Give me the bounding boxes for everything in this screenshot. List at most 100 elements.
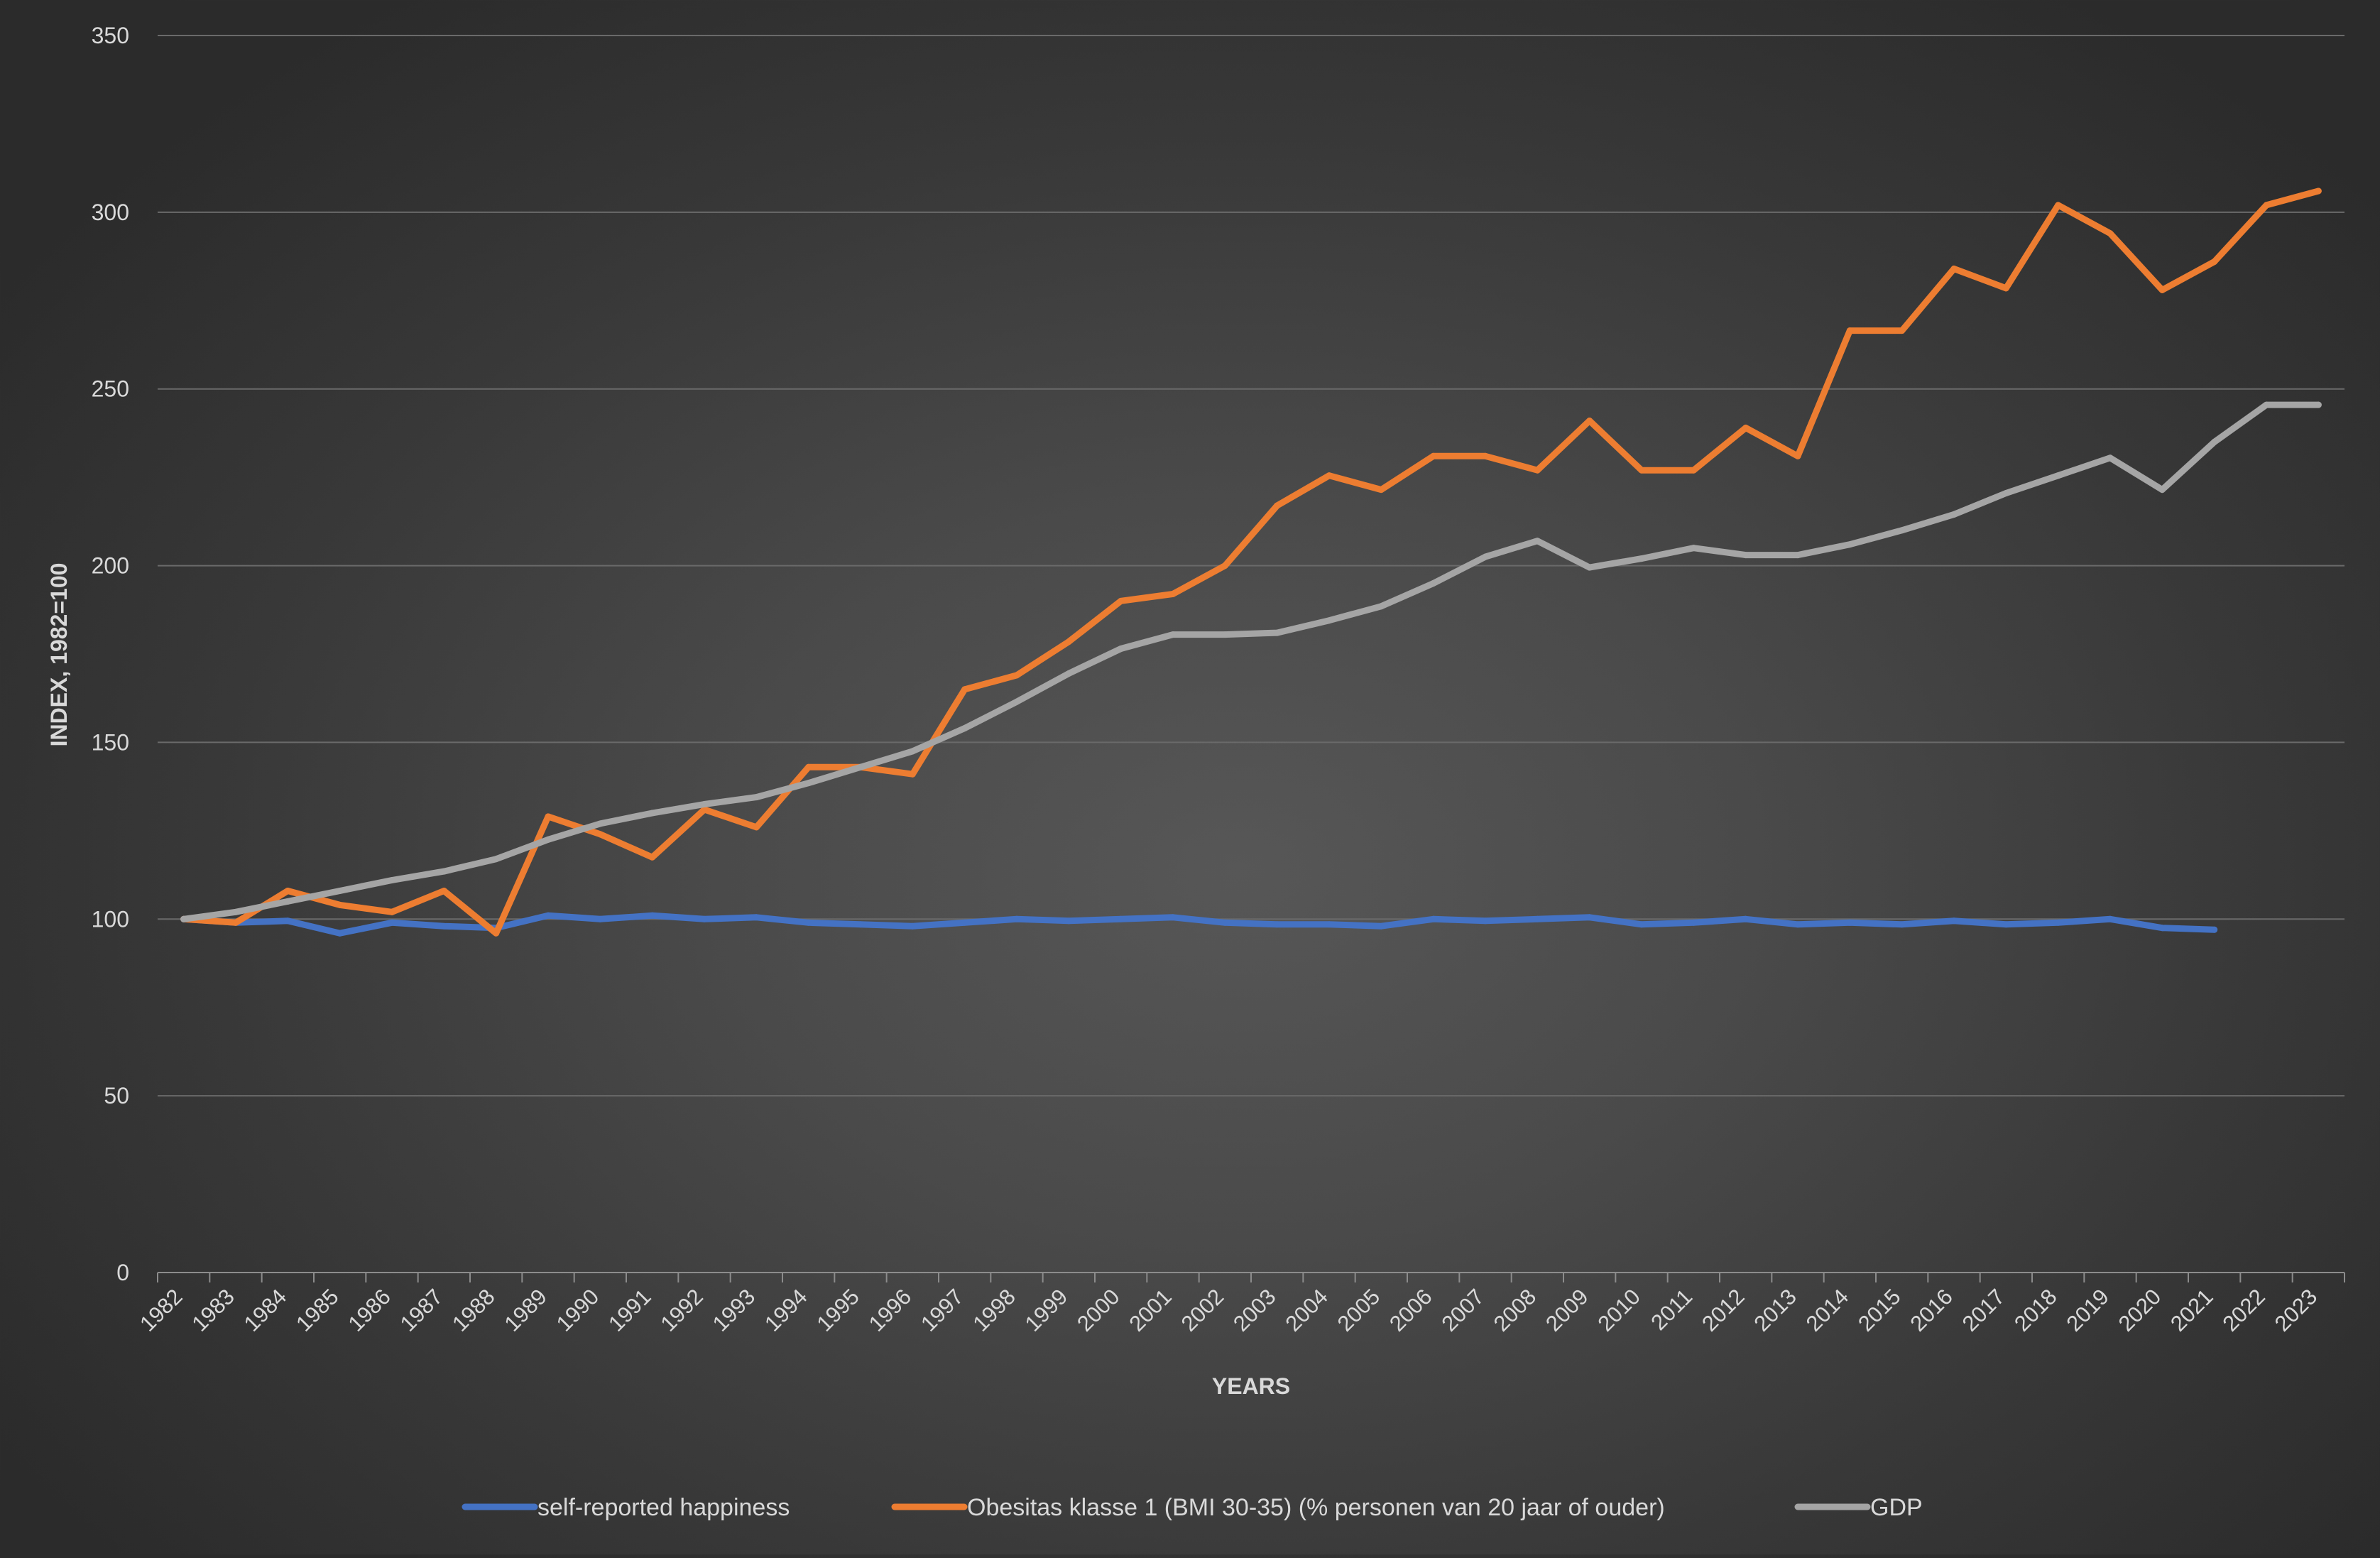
data-point <box>440 922 447 930</box>
x-tick-label: 1999 <box>1020 1284 1073 1336</box>
data-point <box>1638 921 1645 928</box>
series-line-1 <box>180 187 2322 937</box>
data-point <box>284 917 291 925</box>
x-tick-label: 1991 <box>604 1284 656 1336</box>
data-point <box>1742 552 1749 559</box>
data-point <box>1274 629 1281 636</box>
gridlines <box>158 35 2344 1097</box>
data-point <box>1846 541 1853 548</box>
data-point <box>961 725 968 732</box>
data-point <box>232 919 239 926</box>
y-tick-label: 350 <box>92 23 129 48</box>
data-point <box>1430 579 1437 587</box>
data-point <box>1221 562 1228 570</box>
x-tick-label: 2000 <box>1072 1284 1125 1336</box>
data-point <box>2158 486 2166 494</box>
data-point <box>1950 265 1958 272</box>
data-point <box>493 930 500 937</box>
legend-label: GDP <box>1870 1494 1923 1521</box>
data-point <box>2211 926 2218 933</box>
y-tick-label: 100 <box>92 906 129 932</box>
x-tick-label: 2004 <box>1280 1284 1333 1336</box>
x-tick-label: 1984 <box>239 1284 292 1336</box>
data-point <box>1430 452 1437 459</box>
x-tick-label: 2002 <box>1177 1284 1229 1336</box>
data-point <box>1118 645 1125 653</box>
data-point <box>2158 925 2166 932</box>
data-point <box>493 856 500 863</box>
x-tick-label: 2023 <box>2270 1284 2322 1336</box>
x-tick-label: 1996 <box>864 1284 917 1336</box>
data-point <box>1534 538 1541 545</box>
data-point <box>2211 438 2218 445</box>
x-axis-title: YEARS <box>1212 1373 1290 1399</box>
x-tick-label: 2014 <box>1801 1284 1854 1336</box>
x-tick-label: 1995 <box>812 1284 864 1336</box>
data-point <box>1742 424 1749 431</box>
data-point <box>1065 638 1072 645</box>
x-tick-label: 2021 <box>2166 1284 2218 1336</box>
data-point <box>1899 327 1906 334</box>
data-point <box>2055 919 2062 926</box>
data-point <box>805 780 812 787</box>
legend-label: self-reported happiness <box>537 1494 790 1521</box>
x-tick-label: 2020 <box>2114 1284 2166 1336</box>
x-tick-label: 1987 <box>395 1284 448 1336</box>
data-point <box>1638 555 1645 562</box>
data-point <box>1794 552 1801 559</box>
data-point <box>1742 915 1749 922</box>
data-point <box>2107 915 2114 922</box>
data-point <box>440 868 447 875</box>
legend: self-reported happiness Obesitas klasse 1… <box>462 1494 1923 1521</box>
data-point <box>1430 915 1437 922</box>
x-tick-label: 1997 <box>916 1284 968 1336</box>
data-point <box>1118 597 1125 604</box>
data-point <box>1013 698 1020 705</box>
data-point <box>909 748 916 755</box>
x-tick-label: 1988 <box>447 1284 500 1336</box>
data-point <box>2002 490 2009 497</box>
data-point <box>545 813 552 820</box>
data-point <box>857 763 864 770</box>
x-tick-label: 2007 <box>1436 1284 1489 1336</box>
data-point <box>1377 486 1385 494</box>
x-tick-label: 2009 <box>1541 1284 1593 1336</box>
x-tick-label: 1982 <box>135 1284 187 1336</box>
data-point <box>2055 202 2062 209</box>
x-tick-label: 1994 <box>760 1284 812 1336</box>
y-tick-label: 50 <box>104 1083 129 1108</box>
data-point <box>1846 919 1853 926</box>
data-point <box>1274 502 1281 509</box>
data-point <box>2315 187 2322 195</box>
data-point <box>2002 285 2009 292</box>
legend-label: Obesitas klasse 1 (BMI 30-35) (% persone… <box>967 1494 1665 1521</box>
y-tick-label: 300 <box>92 200 129 225</box>
data-point <box>284 887 291 894</box>
y-axis-title: INDEX, 1982=100 <box>46 563 72 747</box>
data-point <box>1326 472 1333 479</box>
data-point <box>1377 603 1385 610</box>
x-tick-label: 2012 <box>1697 1284 1749 1336</box>
data-point <box>2263 401 2270 408</box>
data-point <box>2055 472 2062 479</box>
data-point <box>2002 921 2009 928</box>
data-point <box>596 915 604 922</box>
data-point <box>1586 418 1593 425</box>
series-line-0 <box>180 912 2218 937</box>
data-point <box>232 908 239 915</box>
data-point <box>1534 467 1541 474</box>
data-point <box>1482 917 1489 925</box>
data-point <box>1013 915 1020 922</box>
x-tick-label: 2019 <box>2061 1284 2114 1336</box>
data-point <box>2315 401 2322 408</box>
x-tick-label: 2018 <box>2009 1284 2062 1336</box>
data-point <box>1221 919 1228 926</box>
data-point <box>961 686 968 693</box>
x-tick-label: 1992 <box>655 1284 708 1336</box>
x-tick-label: 2011 <box>1646 1284 1697 1335</box>
data-point <box>1118 915 1125 922</box>
x-tick-label: 2022 <box>2217 1284 2270 1336</box>
data-point <box>1690 467 1697 474</box>
